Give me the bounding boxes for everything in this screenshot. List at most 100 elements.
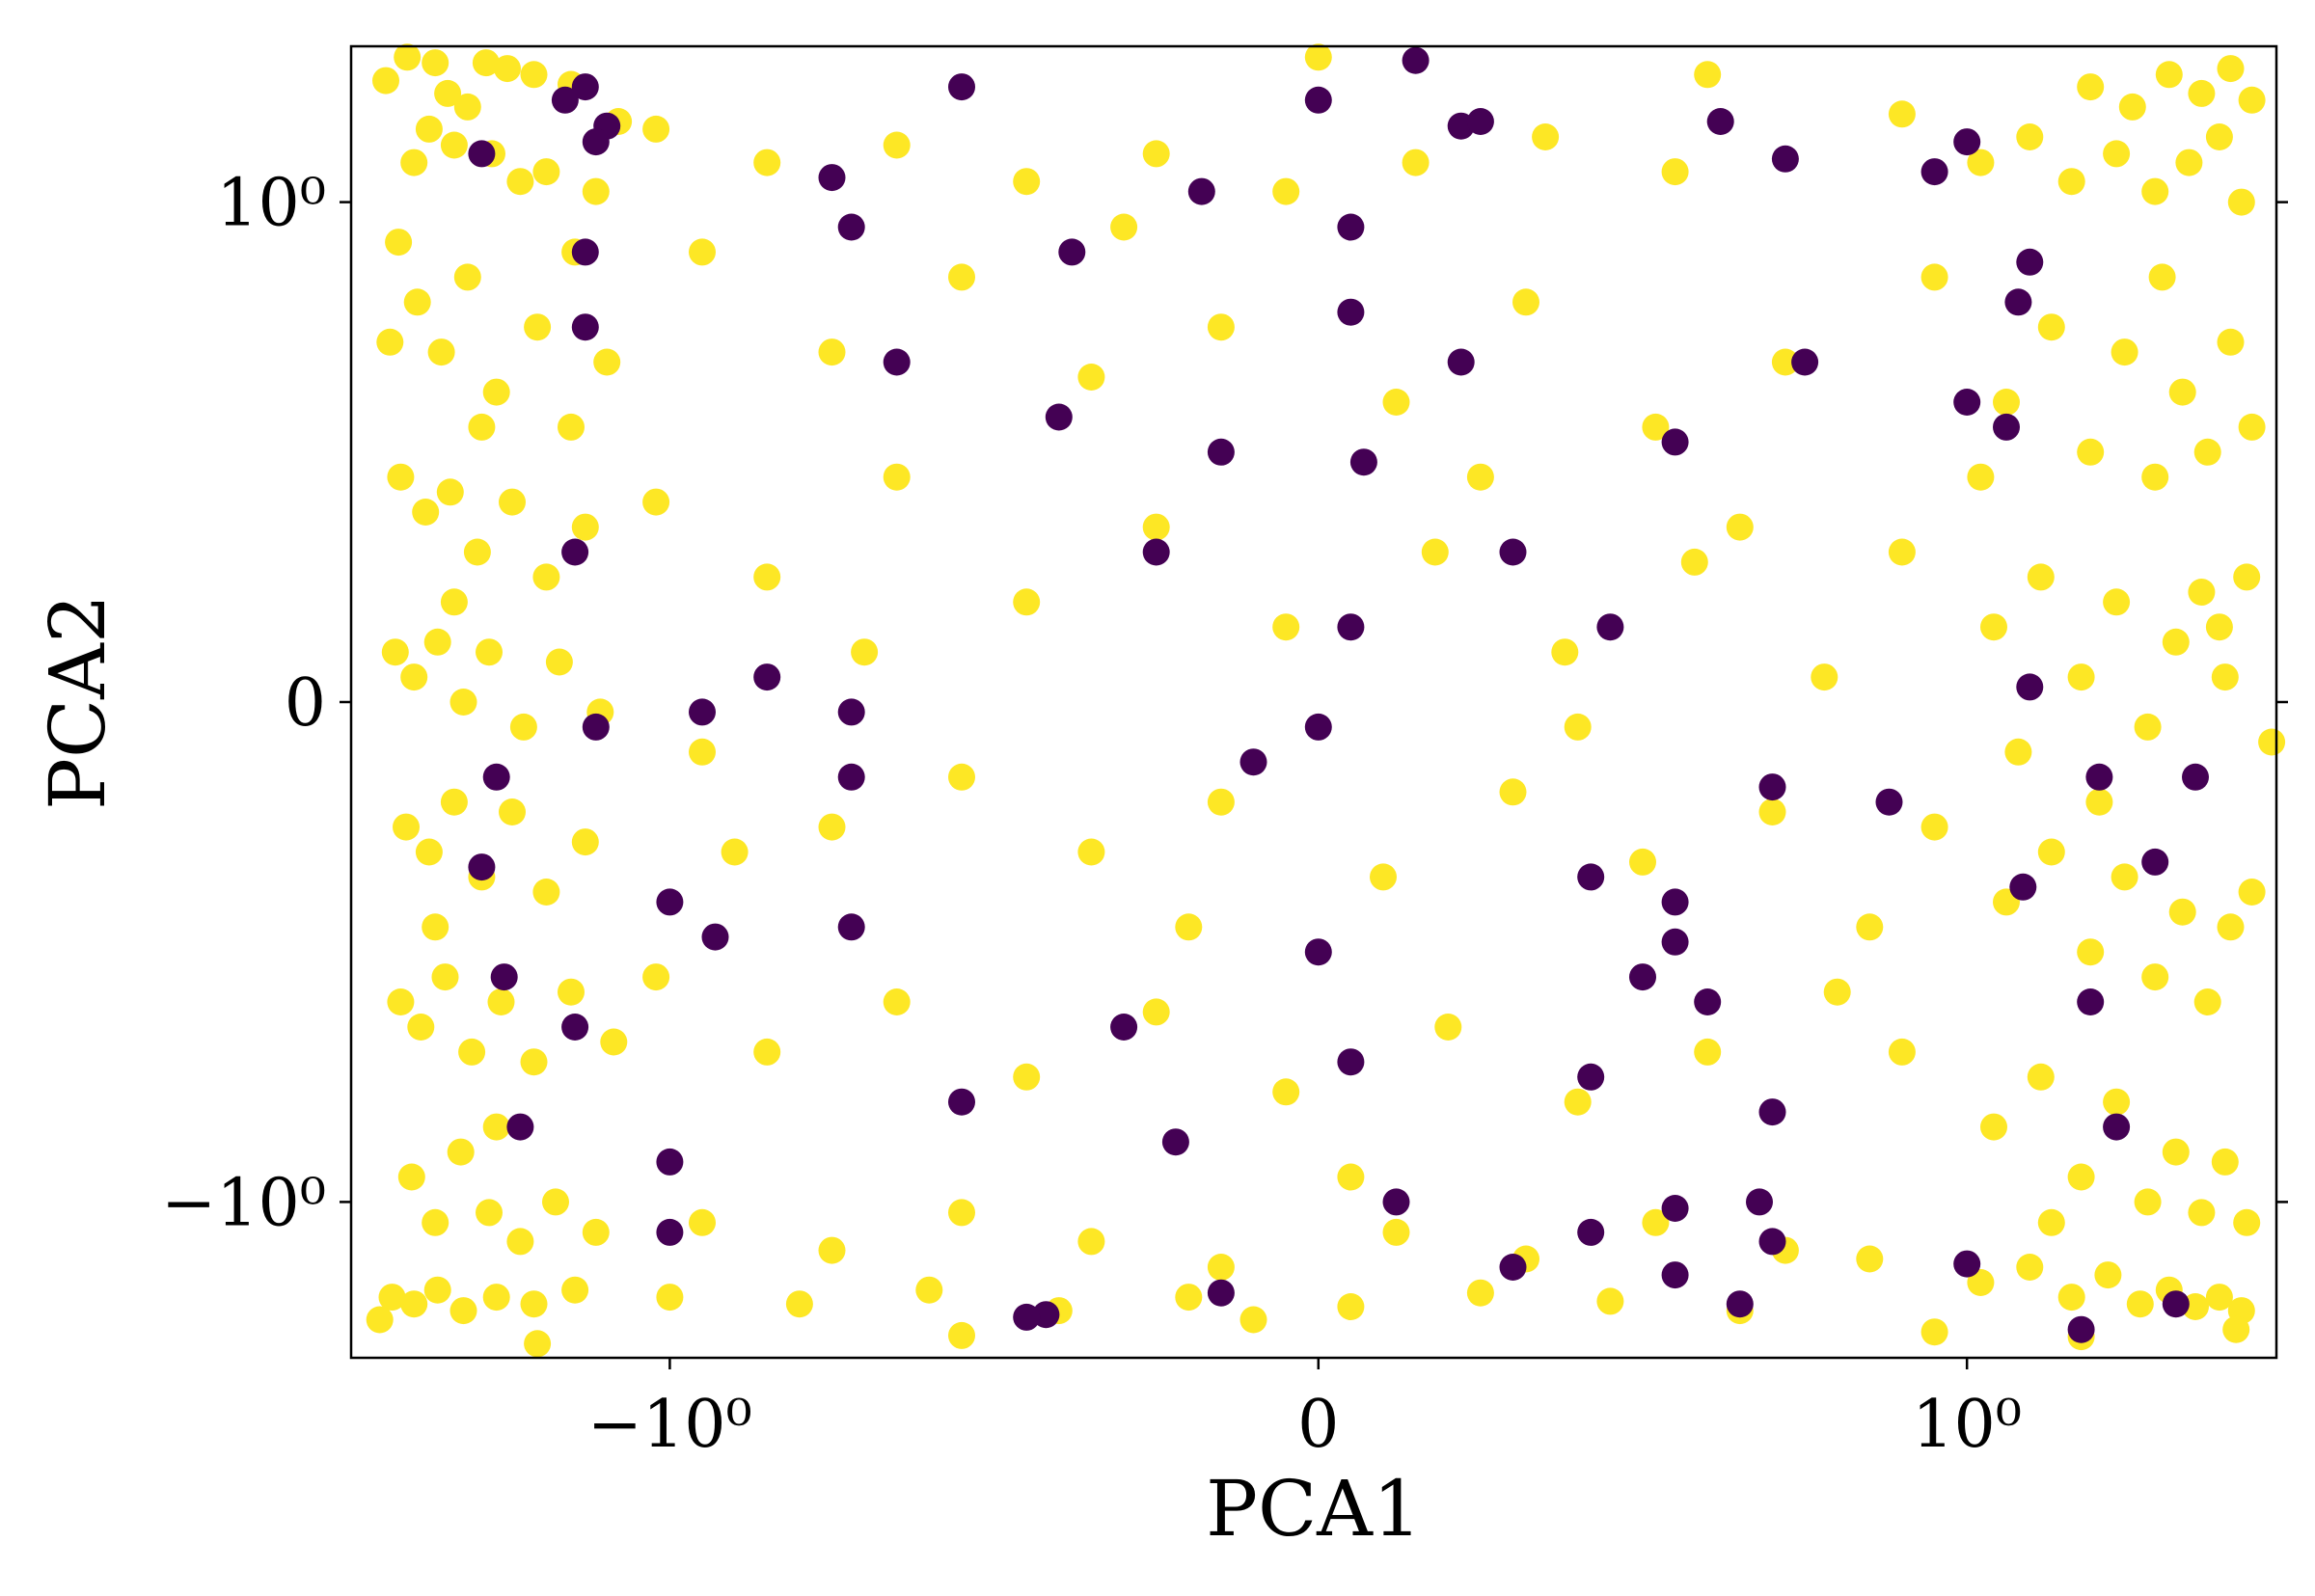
scatter-point-class-1 <box>1967 1269 1995 1296</box>
scatter-point-class-1 <box>482 378 510 406</box>
scatter-point-class-1 <box>1856 913 1884 941</box>
scatter-point-class-0 <box>837 698 865 726</box>
scatter-point-class-1 <box>2222 1315 2250 1343</box>
scatter-point-class-1 <box>372 67 399 95</box>
scatter-point-class-1 <box>2067 1163 2095 1191</box>
scatter-point-class-0 <box>701 923 729 951</box>
scatter-point-class-1 <box>1661 158 1689 186</box>
scatter-point-class-1 <box>558 978 585 1006</box>
scatter-point-class-1 <box>482 1113 510 1141</box>
scatter-point-class-0 <box>1382 1188 1410 1216</box>
scatter-point-class-0 <box>1499 538 1527 566</box>
scatter-point-class-1 <box>434 79 462 107</box>
scatter-point-class-0 <box>490 963 518 991</box>
scatter-point-class-1 <box>582 1218 610 1246</box>
scatter-point-class-1 <box>1077 1228 1105 1256</box>
scatter-point-class-1 <box>1077 364 1105 391</box>
scatter-point-class-1 <box>532 158 560 186</box>
scatter-point-class-0 <box>1045 403 1073 431</box>
scatter-point-class-0 <box>1706 108 1734 135</box>
scatter-point-class-1 <box>1272 613 1300 641</box>
scatter-point-class-1 <box>1980 1113 2007 1141</box>
scatter-point-class-1 <box>582 177 610 205</box>
scatter-point-class-1 <box>2057 1284 2085 1312</box>
scatter-point-class-1 <box>2148 263 2176 291</box>
scatter-point-class-0 <box>1304 713 1332 741</box>
scatter-point-class-0 <box>582 128 610 156</box>
scatter-point-class-1 <box>1304 43 1332 71</box>
scatter-point-class-1 <box>2057 168 2085 196</box>
scatter-point-class-1 <box>1142 140 1170 168</box>
scatter-point-class-0 <box>1239 748 1267 776</box>
scatter-point-class-1 <box>2175 149 2203 176</box>
scatter-point-class-1 <box>422 49 449 77</box>
scatter-point-class-1 <box>2103 1088 2131 1116</box>
scatter-point-class-1 <box>753 149 781 176</box>
scatter-point-class-1 <box>400 149 428 176</box>
scatter-point-class-0 <box>2141 848 2169 876</box>
scatter-point-class-0 <box>1694 988 1722 1015</box>
scatter-point-class-0 <box>1110 1014 1138 1041</box>
scatter-point-class-1 <box>1466 463 1494 491</box>
scatter-point-class-1 <box>403 288 431 316</box>
scatter-point-class-1 <box>499 488 526 516</box>
scatter-point-class-1 <box>381 638 409 666</box>
scatter-point-class-1 <box>1110 213 1138 241</box>
scatter-point-class-1 <box>2205 1284 2233 1312</box>
scatter-point-class-1 <box>1013 588 1041 616</box>
scatter-point-class-1 <box>1888 100 1916 128</box>
scatter-point-class-0 <box>571 238 599 266</box>
scatter-point-class-0 <box>1758 1098 1786 1126</box>
scatter-point-class-1 <box>1207 788 1235 816</box>
scatter-point-class-1 <box>2134 1188 2162 1216</box>
scatter-point-class-0 <box>1207 438 1235 466</box>
scatter-point-class-1 <box>520 61 548 89</box>
scatter-point-class-0 <box>1058 238 1086 266</box>
scatter-point-class-1 <box>2162 1138 2190 1166</box>
scatter-point-class-0 <box>1791 348 1819 376</box>
scatter-point-class-1 <box>1382 389 1410 416</box>
scatter-point-class-0 <box>571 313 599 341</box>
scatter-point-class-1 <box>1175 913 1203 941</box>
scatter-point-class-1 <box>1532 123 1560 150</box>
scatter-point-class-1 <box>1967 463 1995 491</box>
scatter-point-class-0 <box>1207 1279 1235 1307</box>
scatter-point-class-1 <box>571 828 599 856</box>
scatter-point-class-1 <box>415 115 443 143</box>
scatter-point-class-0 <box>1746 1188 1773 1216</box>
scatter-point-class-1 <box>689 738 716 766</box>
scatter-point-class-1 <box>440 788 468 816</box>
scatter-point-class-1 <box>2141 463 2169 491</box>
scatter-point-class-1 <box>509 713 537 741</box>
scatter-point-class-1 <box>520 1290 548 1318</box>
scatter-point-class-0 <box>506 1113 534 1141</box>
scatter-point-class-1 <box>689 1208 716 1236</box>
scatter-point-class-1 <box>2205 613 2233 641</box>
scatter-point-class-1 <box>378 1284 406 1312</box>
scatter-point-class-1 <box>2037 838 2065 866</box>
scatter-point-class-1 <box>1207 1254 1235 1281</box>
scatter-point-class-0 <box>1993 413 2020 441</box>
scatter-point-class-1 <box>1758 798 1786 825</box>
scatter-point-class-0 <box>2016 673 2044 701</box>
scatter-point-class-0 <box>656 1218 684 1246</box>
scatter-point-class-1 <box>431 963 459 991</box>
scatter-point-class-0 <box>2009 873 2037 901</box>
scatter-point-class-1 <box>1239 1306 1267 1334</box>
scatter-point-class-1 <box>1434 1014 1462 1041</box>
scatter-point-class-1 <box>948 263 975 291</box>
scatter-point-class-1 <box>2155 61 2183 89</box>
scatter-point-class-1 <box>2126 1290 2154 1318</box>
scatter-point-class-1 <box>532 879 560 906</box>
scatter-point-class-1 <box>883 988 911 1015</box>
scatter-point-class-1 <box>1207 313 1235 341</box>
scatter-point-class-1 <box>2004 738 2032 766</box>
scatter-point-class-1 <box>818 338 846 366</box>
scatter-point-class-1 <box>561 1276 589 1304</box>
scatter-point-class-0 <box>561 1014 589 1041</box>
scatter-point-class-1 <box>2037 1208 2065 1236</box>
scatter-point-class-0 <box>1447 348 1475 376</box>
scatter-point-class-1 <box>948 1199 975 1227</box>
